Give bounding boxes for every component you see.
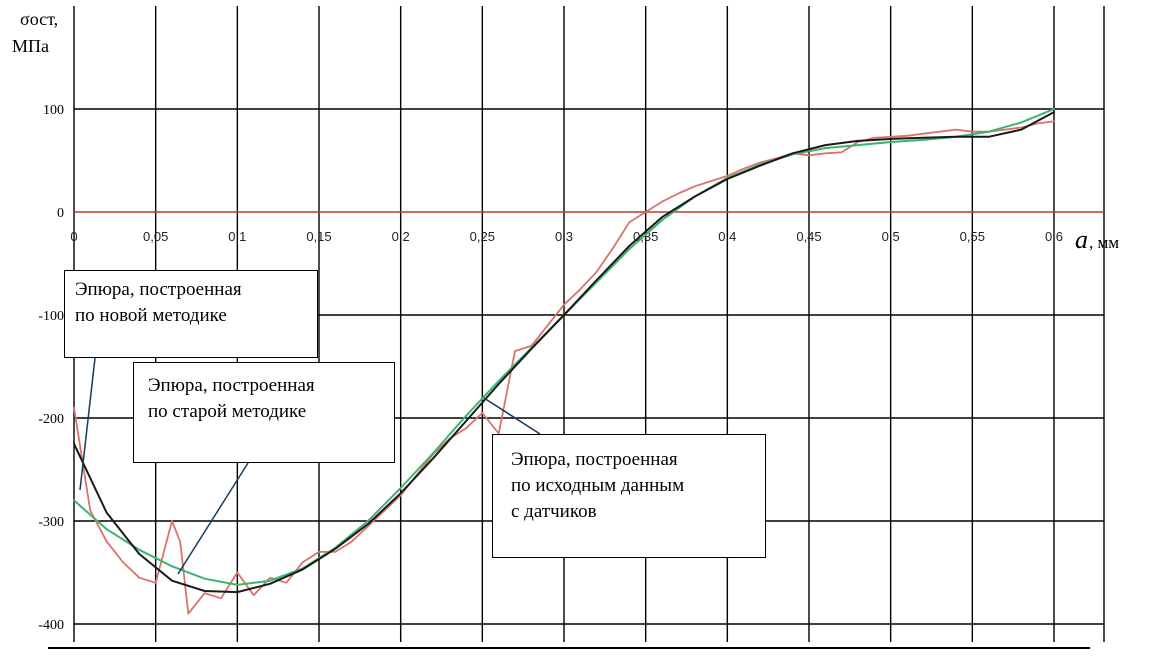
annotation-old-method: Эпюра, построенная по старой методике	[133, 362, 395, 463]
x-tick-label: 0,3	[555, 229, 573, 244]
y-tick-label: -300	[38, 515, 64, 530]
pointer-old-method	[177, 462, 249, 575]
x-tick-label: 0,2	[392, 229, 410, 244]
y-tick-label: -100	[38, 309, 64, 324]
series-lines	[73, 108, 1055, 615]
y-tick-label: -200	[38, 412, 64, 427]
y-tick-label: 100	[43, 103, 64, 118]
y-axis-unit: МПа	[12, 36, 49, 56]
x-tick-label: 0,25	[470, 229, 495, 244]
pointer-new-method	[79, 357, 96, 491]
series-line-2	[73, 120, 1055, 615]
x-tick-label: 0,55	[960, 229, 985, 244]
x-tick-label: 0,6	[1045, 229, 1063, 244]
x-axis-unit: , мм	[1089, 233, 1119, 252]
y-tick-labels: 100 0 -100 -200 -300 -400	[38, 103, 64, 633]
series-line-0	[73, 111, 1055, 594]
x-axis-variable: a	[1075, 225, 1088, 254]
annotation-raw-data: Эпюра, построенная по исходным данным с …	[492, 434, 766, 558]
annotation-pointers	[79, 357, 541, 575]
y-tick-label: 0	[57, 206, 64, 221]
x-tick-label: 0,4	[718, 229, 736, 244]
x-tick-label: 0,15	[306, 229, 331, 244]
pointer-raw-data	[483, 397, 541, 435]
grid	[48, 6, 1105, 649]
x-tick-label: 0	[70, 229, 77, 244]
x-tick-label: 0,45	[796, 229, 821, 244]
x-tick-label: 0,5	[882, 229, 900, 244]
y-axis-symbol: σост,	[20, 9, 58, 29]
y-tick-label: -400	[38, 618, 64, 633]
annotation-new-method: Эпюра, построенная по новой методике	[64, 270, 318, 358]
x-tick-label: 0,1	[228, 229, 246, 244]
x-tick-labels: 0 0,05 0,1 0,15 0,2 0,25 0,3 0,35 0,4 0,45 0,5 0,55…	[70, 229, 1063, 244]
x-tick-label: 0,05	[143, 229, 168, 244]
